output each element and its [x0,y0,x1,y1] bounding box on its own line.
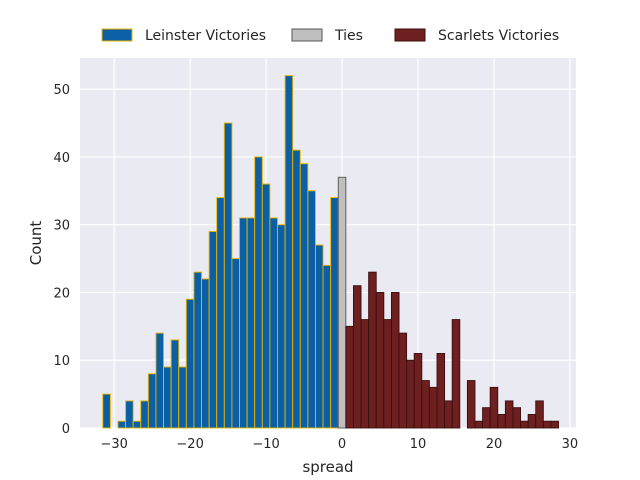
bar-leinster-victories [170,339,180,429]
bar-ties [337,176,347,429]
bar-scarlets-victories [345,325,354,429]
bar-scarlets-victories [512,407,522,429]
y-tick-label: 50 [53,83,70,98]
y-tick-labels: 0 10 20 30 40 50 [53,83,70,437]
bar-scarlets-victories [504,400,514,429]
x-tick-label: 0 [338,437,346,452]
bar-leinster-victories [201,278,210,429]
bar-leinster-victories [102,393,111,429]
x-tick-labels: −30 −20 −10 0 10 20 30 [100,437,578,452]
bar-leinster-victories [125,400,134,429]
bar-leinster-victories [254,156,263,429]
bar-leinster-victories [239,217,248,429]
legend-label: Leinster Victories [145,28,266,44]
bar-leinster-victories [223,122,233,429]
bar-leinster-victories [178,366,187,429]
bar-scarlets-victories [428,386,438,429]
bar-leinster-victories [216,197,225,429]
legend-label: Ties [334,28,363,44]
bar-leinster-victories [269,217,278,429]
y-tick-label: 20 [53,286,70,301]
bar-leinster-victories [231,258,240,429]
bar-leinster-victories [292,149,301,429]
bar-leinster-victories [307,190,316,429]
bar-scarlets-victories [360,319,370,429]
bar-leinster-victories [246,217,256,429]
x-tick-label: −10 [252,437,279,452]
bar-scarlets-victories [406,359,415,429]
bar-scarlets-victories [527,413,537,429]
bar-scarlets-victories [542,420,552,429]
bar-scarlets-victories [413,353,423,429]
bar-scarlets-victories [489,386,499,429]
bar-scarlets-victories [474,420,484,429]
bar-scarlets-victories [383,319,392,429]
bar-leinster-victories [208,231,218,429]
bar-scarlets-victories [466,380,476,429]
legend-swatch [394,28,426,42]
bar-leinster-victories [147,373,157,429]
bar-leinster-victories [140,400,149,429]
bar-scarlets-victories [535,400,544,429]
legend: Leinster Victories Ties Scarlets Victories [101,28,559,44]
bar-scarlets-victories [550,420,559,429]
x-tick-label: 30 [562,437,579,452]
x-axis-label: spread [302,458,353,476]
bar-leinster-victories [155,332,165,429]
bar-scarlets-victories [352,285,362,429]
bar-leinster-victories [322,264,332,429]
bars [102,75,559,429]
y-tick-label: 40 [53,151,70,166]
bar-leinster-victories [132,420,142,429]
bar-scarlets-victories [520,420,529,429]
y-axis-label: Count [27,221,45,266]
bar-scarlets-victories [368,271,377,429]
bar-leinster-victories [185,298,195,429]
x-tick-label: −30 [100,437,127,452]
bar-leinster-victories [277,224,286,429]
y-tick-label: 0 [62,422,70,437]
bar-leinster-victories [284,75,294,429]
bar-scarlets-victories [421,380,430,429]
bar-leinster-victories [315,244,324,429]
bar-scarlets-victories [398,332,408,429]
bar-leinster-victories [163,366,172,429]
bar-leinster-victories [330,197,339,429]
legend-swatch [101,28,133,42]
bar-scarlets-victories [375,292,385,429]
bar-scarlets-victories [451,319,461,429]
bar-leinster-victories [193,271,202,429]
x-tick-label: −20 [176,437,203,452]
bar-scarlets-victories [497,413,506,429]
x-tick-label: 20 [486,437,503,452]
legend-swatch [291,28,323,42]
y-tick-label: 30 [53,219,70,234]
bar-scarlets-victories [436,353,446,429]
bar-scarlets-victories [482,407,491,429]
y-tick-label: 10 [53,354,70,369]
bar-leinster-victories [117,420,127,429]
bar-leinster-victories [261,183,271,429]
legend-label: Scarlets Victories [438,28,559,44]
bar-scarlets-victories [444,400,453,429]
x-tick-label: 10 [410,437,427,452]
bar-scarlets-victories [390,292,400,429]
bar-leinster-victories [299,163,309,429]
